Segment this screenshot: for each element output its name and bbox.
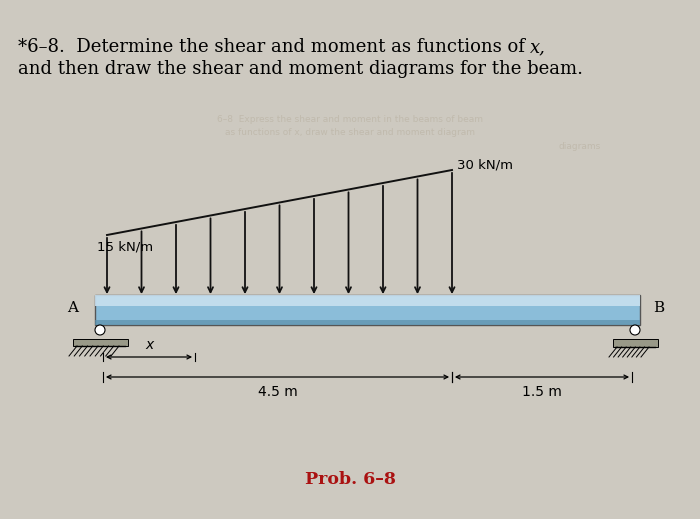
Text: x,: x, [530,38,546,56]
Bar [613,339,658,347]
Text: as functions of x, draw the shear and moment diagram: as functions of x, draw the shear and mo… [225,128,475,137]
Text: *6–8.  Determine the shear and moment as functions of: *6–8. Determine the shear and moment as … [18,38,531,56]
Circle shape [630,325,640,335]
Text: Prob. 6–8: Prob. 6–8 [304,471,395,488]
Text: and then draw the shear and moment diagrams for the beam.: and then draw the shear and moment diagr… [18,60,583,78]
Bar [95,295,640,306]
Circle shape [95,325,105,335]
Text: 30 kN/m: 30 kN/m [457,158,513,171]
Text: 6–8  Express the shear and moment in the beams of beam: 6–8 Express the shear and moment in the … [217,115,483,124]
Bar [95,295,640,325]
Text: B: B [653,301,664,315]
Text: diagrams: diagrams [559,142,601,151]
Text: 1.5 m: 1.5 m [522,385,562,399]
Text: 15 kN/m: 15 kN/m [97,240,153,253]
Bar [73,339,128,346]
Text: A: A [67,301,78,315]
Text: x: x [145,338,153,352]
Bar [95,320,640,325]
Text: 4.5 m: 4.5 m [258,385,298,399]
